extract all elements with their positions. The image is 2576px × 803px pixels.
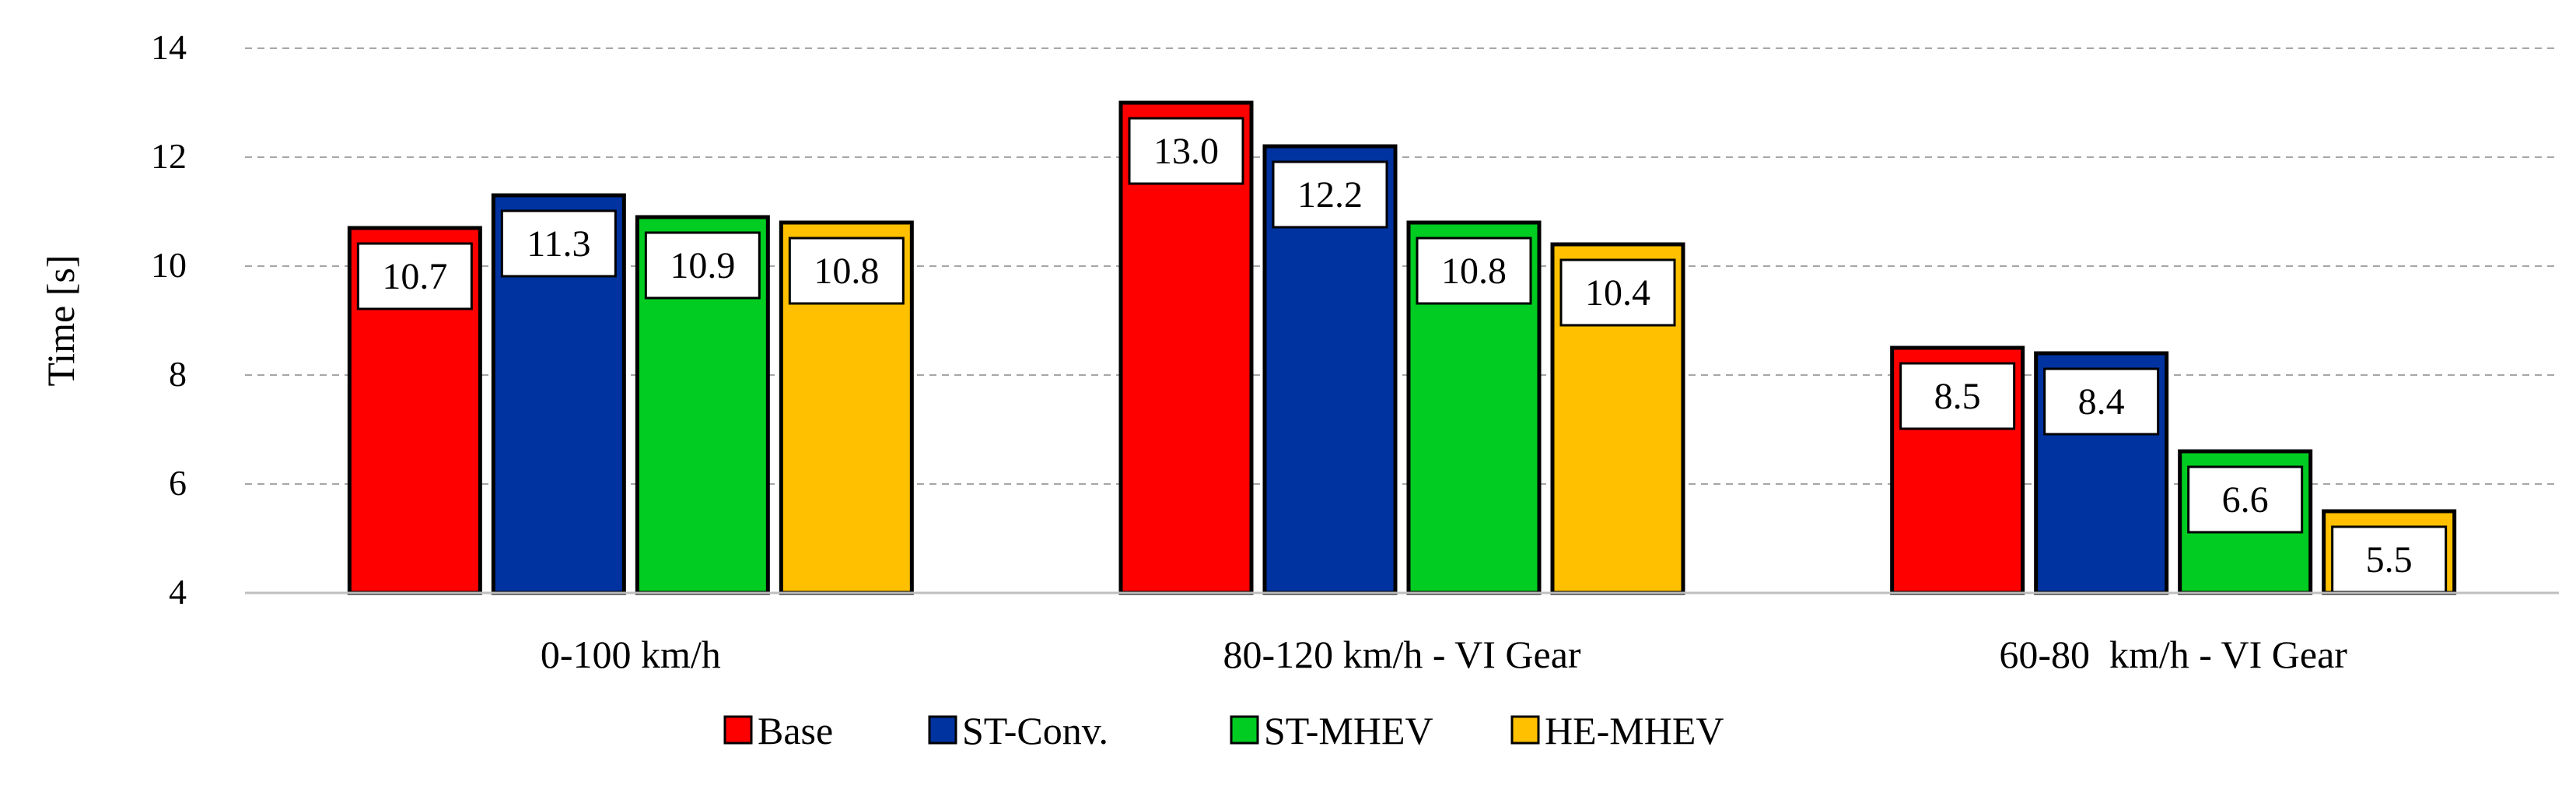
data-label: 5.5: [2366, 539, 2413, 580]
legend-swatch: [723, 715, 753, 745]
data-label: 10.8: [814, 251, 879, 292]
data-label: 10.4: [1585, 272, 1650, 314]
y-axis-label: Time [s]: [39, 254, 82, 386]
data-label: 8.5: [1934, 376, 1981, 417]
data-label-box: [356, 242, 473, 310]
legend-label: HE-MHEV: [1545, 709, 1724, 752]
legend-label: ST-MHEV: [1264, 709, 1433, 752]
y-tick-label: 8: [169, 354, 187, 394]
y-tick-label: 4: [169, 572, 187, 612]
data-label-box: [788, 237, 905, 305]
data-label-box: [1559, 258, 1676, 327]
legend-swatch: [1230, 715, 1259, 745]
x-tick-label: 0-100 km/h: [541, 633, 721, 676]
data-label-box: [2331, 525, 2448, 594]
legend-item[interactable]: HE-MHEV: [1510, 709, 1724, 752]
legend-swatch: [1510, 715, 1540, 745]
data-label: 10.8: [1441, 251, 1507, 292]
data-label: 10.9: [670, 245, 735, 286]
y-tick-label: 12: [151, 136, 187, 176]
data-label-box: [2043, 367, 2160, 436]
legend-swatch: [928, 715, 957, 745]
data-label-box: [500, 209, 617, 278]
data-label: 11.3: [527, 223, 590, 265]
x-tick-label: 80-120 km/h - VI Gear: [1223, 633, 1580, 676]
y-axis-ticks: 4 6 8 10 12 14: [151, 27, 187, 612]
legend[interactable]: Base ST-Conv. ST-MHEV HE-MHEV: [723, 709, 1724, 752]
legend-item[interactable]: ST-MHEV: [1230, 709, 1433, 752]
data-label-box: [1899, 362, 2016, 430]
data-label-box: [1272, 160, 1388, 229]
y-tick-label: 10: [151, 245, 187, 285]
data-label: 12.2: [1297, 174, 1363, 216]
x-tick-label: 60-80 km/h - VI Gear: [1999, 633, 2347, 676]
data-label-box: [1128, 117, 1244, 185]
data-label: 13.0: [1153, 131, 1219, 172]
y-tick-label: 6: [169, 463, 187, 503]
data-label-box: [2187, 465, 2304, 534]
data-label: 6.6: [2222, 479, 2269, 521]
legend-item[interactable]: ST-Conv.: [928, 709, 1108, 752]
bars: 10.7 11.3 10.9 10.8 13.0 12.2 10.8 10.4 8.5 8.4 6.…: [347, 100, 2457, 595]
data-label: 10.7: [382, 256, 447, 297]
y-tick-label: 14: [151, 27, 187, 67]
x-axis-ticks: 0-100 km/h 80-120 km/h - VI Gear 60-80 km/…: [541, 633, 2347, 676]
data-label: 8.4: [2078, 381, 2125, 423]
data-label-box: [1416, 237, 1532, 305]
data-label-box: [644, 231, 761, 300]
legend-label: ST-Conv.: [962, 709, 1108, 752]
legend-item[interactable]: Base: [723, 709, 833, 752]
legend-label: Base: [758, 709, 833, 752]
